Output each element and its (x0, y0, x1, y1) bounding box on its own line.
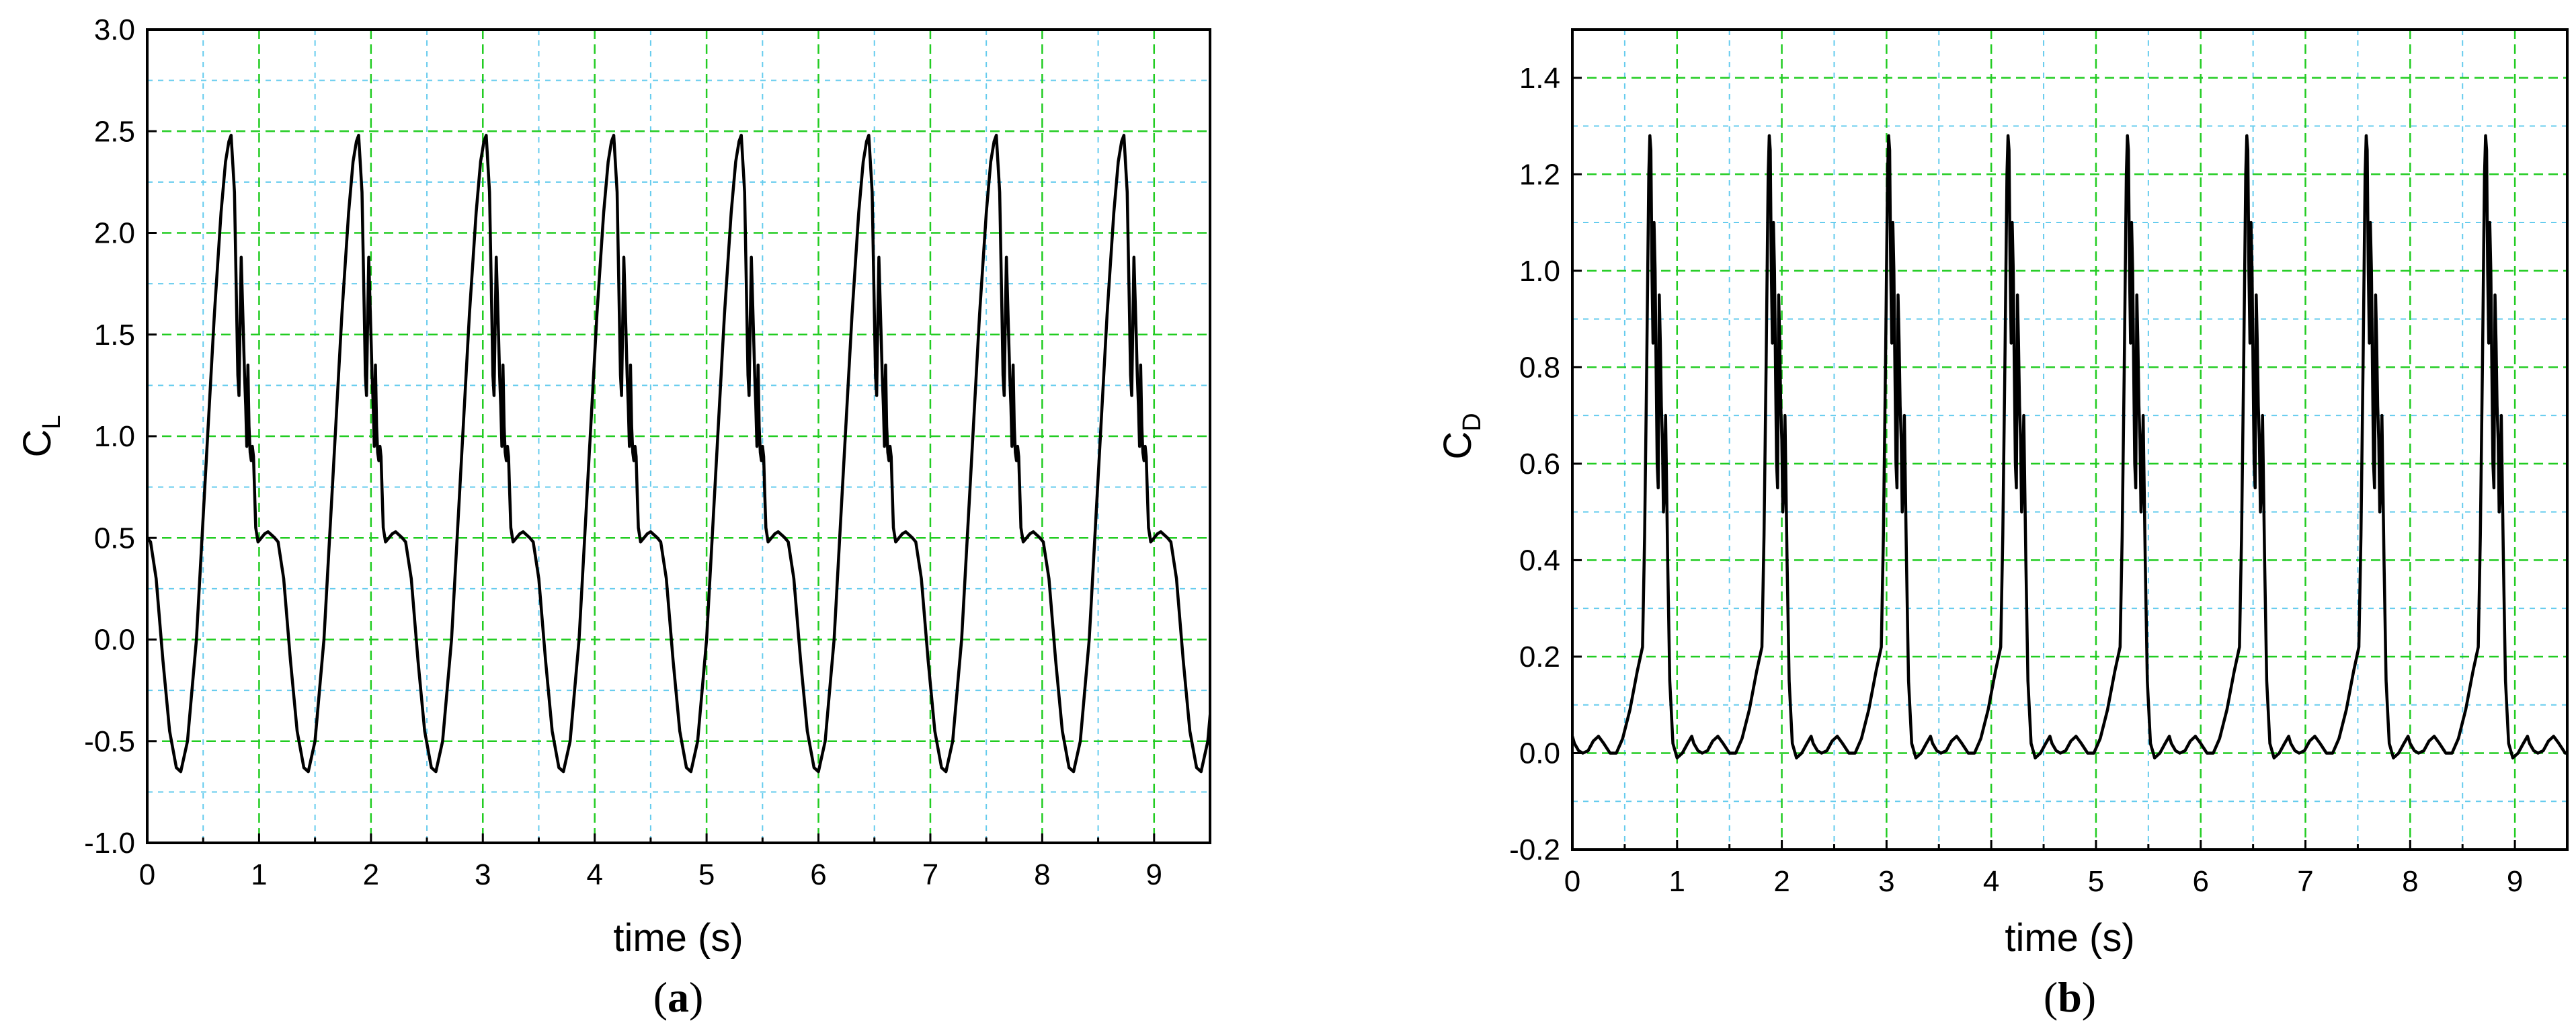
x-tick-label: 6 (2192, 865, 2208, 898)
x-tick-label: 2 (363, 858, 379, 891)
x-tick-label: 5 (698, 858, 715, 891)
y-tick-label: 1.0 (1519, 255, 1560, 288)
y-axis-label-a-main: C (15, 429, 59, 458)
cl-series-line (147, 134, 1210, 774)
grid-b (1572, 30, 2567, 850)
cd-series-line (1572, 134, 2567, 760)
y-tick-label: 1.4 (1519, 62, 1560, 95)
y-tick-label: 2.0 (94, 217, 135, 250)
x-tick-label: 8 (1034, 858, 1050, 891)
y-tick-label: -0.2 (1509, 833, 1560, 866)
x-tick-label: 8 (2402, 865, 2418, 898)
x-tick-label: 0 (139, 858, 155, 891)
y-tick-label: -0.5 (84, 725, 135, 758)
x-tick-label: 4 (586, 858, 602, 891)
y-tick-label: 0.0 (94, 624, 135, 657)
y-tick-label: 0.4 (1519, 544, 1560, 577)
grid-a (147, 30, 1210, 843)
x-tick-label: 3 (1878, 865, 1894, 898)
x-axis-label-b: time (s) (2005, 916, 2134, 960)
y-axis-label-b-main: C (1436, 432, 1480, 460)
y-axis-label-b: CD (1436, 413, 1486, 459)
y-tick-label: 2.5 (94, 115, 135, 148)
x-tick-label: 4 (1983, 865, 1999, 898)
x-tick-label: 9 (1146, 858, 1162, 891)
x-tick-label: 0 (1564, 865, 1580, 898)
y-tick-label: 0.6 (1519, 448, 1560, 481)
x-tick-label: 6 (810, 858, 826, 891)
y-tick-label: 0.2 (1519, 641, 1560, 673)
x-tick-label: 2 (1773, 865, 1789, 898)
x-tick-label: 3 (475, 858, 491, 891)
x-axis-label-a: time (s) (613, 916, 743, 960)
y-axis-label-a-sub: L (38, 415, 66, 429)
x-tick-label: 7 (2297, 865, 2313, 898)
y-tick-label: 3.0 (94, 13, 135, 46)
chart-panel-a: 0 1 2 3 4 5 6 7 8 9-1.0-0.50.00.51.01.52.02.53.0 … (15, 13, 1211, 1021)
caption-b: (b) (2044, 973, 2096, 1021)
x-tick-label: 1 (1669, 865, 1685, 898)
ticks-a: 0 1 2 3 4 5 6 7 8 9 -1.0 -0.5 0.0 0.5 1.0 1.5 2.0 2.5 3.0 (84, 13, 1162, 891)
x-tick-label: 9 (2507, 865, 2523, 898)
y-axis-label-b-sub: D (1458, 413, 1486, 431)
caption-a: (a) (653, 973, 704, 1021)
y-tick-label: 0.5 (94, 522, 135, 555)
x-tick-label: 1 (251, 858, 267, 891)
y-tick-label: 1.5 (94, 319, 135, 352)
x-tick-label: 7 (922, 858, 938, 891)
y-tick-label: 0.0 (1519, 737, 1560, 770)
y-tick-label: -1.0 (84, 827, 135, 860)
x-tick-label: 5 (2088, 865, 2104, 898)
y-tick-label: 1.2 (1519, 158, 1560, 191)
y-tick-label: 0.8 (1519, 351, 1560, 384)
plot-frame-b (1571, 28, 2569, 851)
y-tick-label: 1.0 (94, 420, 135, 453)
y-axis-label-a: CL (15, 415, 66, 457)
ticks-b: 0 1 2 3 4 5 6 7 8 9 -0.2 0.0 0.2 0.4 0.6 0.8 1.0 1.2 1.4 (1509, 62, 2523, 898)
chart-panel-b: 0 1 2 3 4 5 6 7 8 9 -0.2 0.0 0.2 0.4 0.6 0.8 1.0 1.2 1.4 t… (1436, 28, 2569, 1021)
